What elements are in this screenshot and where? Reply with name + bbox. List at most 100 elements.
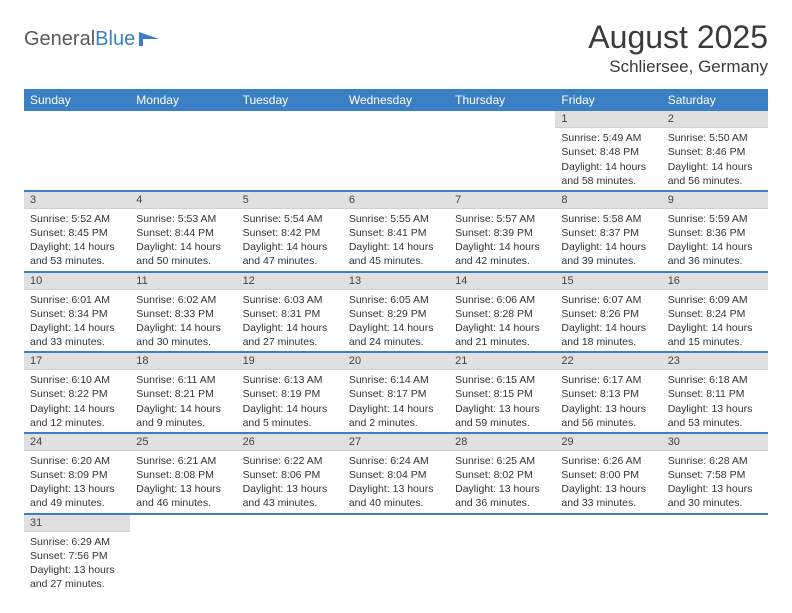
- calendar-empty: [449, 514, 555, 594]
- daylight-line: Daylight: 14 hours and 45 minutes.: [349, 240, 443, 268]
- sunrise-line: Sunrise: 5:54 AM: [243, 212, 337, 226]
- day-details: Sunrise: 6:13 AMSunset: 8:19 PMDaylight:…: [237, 370, 343, 432]
- daylight-line: Daylight: 14 hours and 9 minutes.: [136, 402, 230, 430]
- calendar-week: 1Sunrise: 5:49 AMSunset: 8:48 PMDaylight…: [24, 111, 768, 190]
- calendar-day: 27Sunrise: 6:24 AMSunset: 8:04 PMDayligh…: [343, 433, 449, 513]
- calendar-day: 12Sunrise: 6:03 AMSunset: 8:31 PMDayligh…: [237, 272, 343, 352]
- calendar-empty: [237, 111, 343, 190]
- calendar-page: General Blue August 2025 Schliersee, Ger…: [0, 0, 792, 613]
- sunset-line: Sunset: 8:04 PM: [349, 468, 443, 482]
- day-details: Sunrise: 5:50 AMSunset: 8:46 PMDaylight:…: [662, 128, 768, 190]
- sunset-line: Sunset: 8:21 PM: [136, 387, 230, 401]
- calendar-day: 19Sunrise: 6:13 AMSunset: 8:19 PMDayligh…: [237, 352, 343, 432]
- day-number: 22: [555, 353, 661, 370]
- calendar-empty: [24, 111, 130, 190]
- sunset-line: Sunset: 8:00 PM: [561, 468, 655, 482]
- daylight-line: Daylight: 14 hours and 21 minutes.: [455, 321, 549, 349]
- calendar-empty: [130, 111, 236, 190]
- weekday-header: Thursday: [449, 89, 555, 111]
- calendar-day: 29Sunrise: 6:26 AMSunset: 8:00 PMDayligh…: [555, 433, 661, 513]
- day-details: Sunrise: 6:17 AMSunset: 8:13 PMDaylight:…: [555, 370, 661, 432]
- sunset-line: Sunset: 8:39 PM: [455, 226, 549, 240]
- daylight-line: Daylight: 13 hours and 53 minutes.: [668, 402, 762, 430]
- day-number: 9: [662, 192, 768, 209]
- day-number: 13: [343, 273, 449, 290]
- day-details: Sunrise: 6:24 AMSunset: 8:04 PMDaylight:…: [343, 451, 449, 513]
- weekday-header: Monday: [130, 89, 236, 111]
- daylight-line: Daylight: 14 hours and 42 minutes.: [455, 240, 549, 268]
- day-number: 8: [555, 192, 661, 209]
- day-details: Sunrise: 6:07 AMSunset: 8:26 PMDaylight:…: [555, 290, 661, 352]
- daylight-line: Daylight: 13 hours and 30 minutes.: [668, 482, 762, 510]
- day-number: 11: [130, 273, 236, 290]
- day-number: 4: [130, 192, 236, 209]
- sunrise-line: Sunrise: 5:53 AM: [136, 212, 230, 226]
- day-details: Sunrise: 6:29 AMSunset: 7:56 PMDaylight:…: [24, 532, 130, 594]
- day-details: Sunrise: 6:01 AMSunset: 8:34 PMDaylight:…: [24, 290, 130, 352]
- sunrise-line: Sunrise: 6:15 AM: [455, 373, 549, 387]
- daylight-line: Daylight: 14 hours and 47 minutes.: [243, 240, 337, 268]
- calendar-day: 5Sunrise: 5:54 AMSunset: 8:42 PMDaylight…: [237, 191, 343, 271]
- page-header: General Blue August 2025 Schliersee, Ger…: [24, 20, 768, 77]
- sunset-line: Sunset: 8:24 PM: [668, 307, 762, 321]
- daylight-line: Daylight: 14 hours and 33 minutes.: [30, 321, 124, 349]
- day-number: 18: [130, 353, 236, 370]
- sunset-line: Sunset: 8:48 PM: [561, 145, 655, 159]
- daylight-line: Daylight: 13 hours and 40 minutes.: [349, 482, 443, 510]
- day-number: 23: [662, 353, 768, 370]
- day-number: 10: [24, 273, 130, 290]
- calendar-day: 14Sunrise: 6:06 AMSunset: 8:28 PMDayligh…: [449, 272, 555, 352]
- day-details: Sunrise: 6:22 AMSunset: 8:06 PMDaylight:…: [237, 451, 343, 513]
- daylight-line: Daylight: 13 hours and 59 minutes.: [455, 402, 549, 430]
- calendar-day: 11Sunrise: 6:02 AMSunset: 8:33 PMDayligh…: [130, 272, 236, 352]
- sunrise-line: Sunrise: 6:10 AM: [30, 373, 124, 387]
- sunset-line: Sunset: 8:19 PM: [243, 387, 337, 401]
- sunset-line: Sunset: 8:45 PM: [30, 226, 124, 240]
- sunrise-line: Sunrise: 6:06 AM: [455, 293, 549, 307]
- day-number: 26: [237, 434, 343, 451]
- calendar-empty: [449, 111, 555, 190]
- sunrise-line: Sunrise: 6:11 AM: [136, 373, 230, 387]
- sunrise-line: Sunrise: 6:01 AM: [30, 293, 124, 307]
- weekday-header: Friday: [555, 89, 661, 111]
- calendar-day: 22Sunrise: 6:17 AMSunset: 8:13 PMDayligh…: [555, 352, 661, 432]
- sunset-line: Sunset: 8:06 PM: [243, 468, 337, 482]
- day-number: 15: [555, 273, 661, 290]
- calendar-day: 13Sunrise: 6:05 AMSunset: 8:29 PMDayligh…: [343, 272, 449, 352]
- calendar-empty: [130, 514, 236, 594]
- sunrise-line: Sunrise: 5:50 AM: [668, 131, 762, 145]
- daylight-line: Daylight: 13 hours and 36 minutes.: [455, 482, 549, 510]
- day-details: Sunrise: 6:06 AMSunset: 8:28 PMDaylight:…: [449, 290, 555, 352]
- sunrise-line: Sunrise: 6:29 AM: [30, 535, 124, 549]
- sunrise-line: Sunrise: 5:55 AM: [349, 212, 443, 226]
- sunrise-line: Sunrise: 6:22 AM: [243, 454, 337, 468]
- sunset-line: Sunset: 8:15 PM: [455, 387, 549, 401]
- day-details: Sunrise: 6:02 AMSunset: 8:33 PMDaylight:…: [130, 290, 236, 352]
- day-number: 30: [662, 434, 768, 451]
- day-details: Sunrise: 6:26 AMSunset: 8:00 PMDaylight:…: [555, 451, 661, 513]
- sunset-line: Sunset: 8:02 PM: [455, 468, 549, 482]
- day-details: Sunrise: 6:05 AMSunset: 8:29 PMDaylight:…: [343, 290, 449, 352]
- daylight-line: Daylight: 14 hours and 18 minutes.: [561, 321, 655, 349]
- sunrise-line: Sunrise: 5:49 AM: [561, 131, 655, 145]
- daylight-line: Daylight: 14 hours and 15 minutes.: [668, 321, 762, 349]
- sunset-line: Sunset: 8:44 PM: [136, 226, 230, 240]
- daylight-line: Daylight: 13 hours and 27 minutes.: [30, 563, 124, 591]
- sunrise-line: Sunrise: 6:05 AM: [349, 293, 443, 307]
- daylight-line: Daylight: 13 hours and 46 minutes.: [136, 482, 230, 510]
- calendar-day: 2Sunrise: 5:50 AMSunset: 8:46 PMDaylight…: [662, 111, 768, 190]
- sunrise-line: Sunrise: 6:02 AM: [136, 293, 230, 307]
- weekday-header: Tuesday: [237, 89, 343, 111]
- calendar-day: 6Sunrise: 5:55 AMSunset: 8:41 PMDaylight…: [343, 191, 449, 271]
- sunset-line: Sunset: 8:29 PM: [349, 307, 443, 321]
- sunrise-line: Sunrise: 6:14 AM: [349, 373, 443, 387]
- month-title: August 2025: [588, 20, 768, 55]
- calendar-day: 21Sunrise: 6:15 AMSunset: 8:15 PMDayligh…: [449, 352, 555, 432]
- calendar-day: 25Sunrise: 6:21 AMSunset: 8:08 PMDayligh…: [130, 433, 236, 513]
- day-details: Sunrise: 6:11 AMSunset: 8:21 PMDaylight:…: [130, 370, 236, 432]
- weekday-header: Saturday: [662, 89, 768, 111]
- daylight-line: Daylight: 14 hours and 2 minutes.: [349, 402, 443, 430]
- calendar-day: 20Sunrise: 6:14 AMSunset: 8:17 PMDayligh…: [343, 352, 449, 432]
- calendar-table: SundayMondayTuesdayWednesdayThursdayFrid…: [24, 89, 768, 593]
- day-details: Sunrise: 5:54 AMSunset: 8:42 PMDaylight:…: [237, 209, 343, 271]
